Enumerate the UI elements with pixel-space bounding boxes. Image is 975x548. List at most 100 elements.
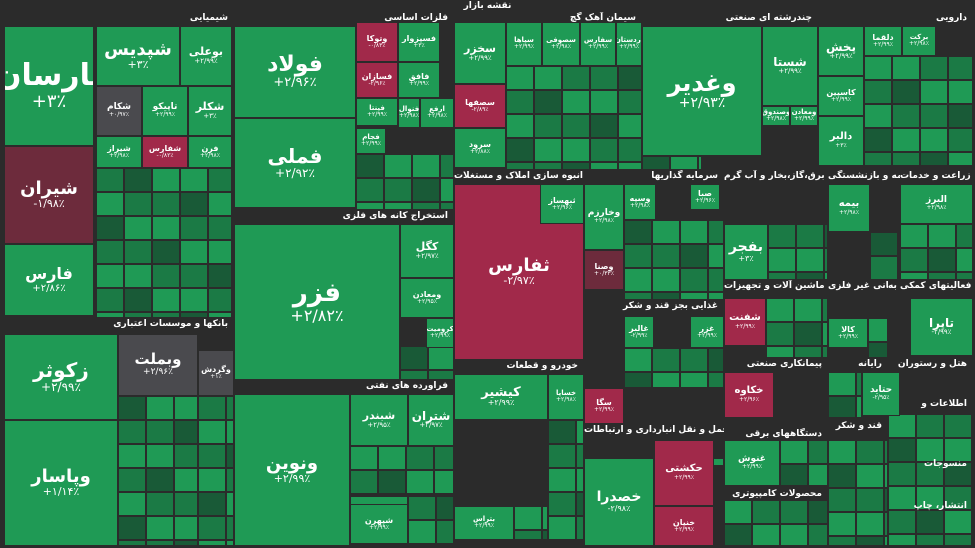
minor-stock-tile[interactable] xyxy=(174,492,198,516)
minor-stock-tile[interactable] xyxy=(384,202,412,210)
minor-stock-tile[interactable] xyxy=(180,312,208,318)
minor-stock-tile[interactable] xyxy=(400,370,428,380)
stock-tile[interactable]: خصدرا -۲/۹۸٪ xyxy=(584,458,654,546)
minor-stock-tile[interactable] xyxy=(198,540,226,546)
minor-stock-tile[interactable] xyxy=(828,512,856,536)
minor-stock-tile[interactable] xyxy=(434,470,454,494)
minor-stock-tile[interactable] xyxy=(152,240,180,264)
minor-stock-tile[interactable] xyxy=(412,178,440,202)
minor-stock-tile[interactable] xyxy=(972,462,974,486)
minor-stock-tile[interactable] xyxy=(972,414,974,438)
minor-stock-tile[interactable] xyxy=(884,488,888,512)
minor-stock-tile[interactable] xyxy=(884,464,888,488)
minor-stock-tile[interactable] xyxy=(198,516,226,540)
minor-stock-tile[interactable] xyxy=(624,292,652,300)
minor-stock-tile[interactable] xyxy=(96,168,124,192)
minor-stock-tile[interactable] xyxy=(118,420,146,444)
stock-tile[interactable]: اردستان +۲/۹۹٪ xyxy=(616,22,642,66)
minor-stock-tile[interactable] xyxy=(152,192,180,216)
stock-tile[interactable]: پخش +۲/۹۹٪ xyxy=(818,26,864,76)
minor-stock-tile[interactable] xyxy=(948,152,973,166)
stock-tile[interactable]: ومعادن +۲/۹۹٪ xyxy=(790,106,818,126)
minor-stock-tile[interactable] xyxy=(562,90,590,114)
minor-stock-tile[interactable] xyxy=(680,372,708,388)
minor-stock-tile[interactable] xyxy=(624,244,652,268)
minor-stock-tile[interactable] xyxy=(408,496,436,520)
minor-stock-tile[interactable] xyxy=(124,312,152,318)
minor-stock-tile[interactable] xyxy=(180,240,208,264)
minor-stock-tile[interactable] xyxy=(864,128,892,152)
minor-stock-tile[interactable] xyxy=(794,298,822,322)
minor-stock-tile[interactable] xyxy=(576,492,584,516)
minor-stock-tile[interactable] xyxy=(548,420,576,444)
minor-stock-tile[interactable] xyxy=(406,446,434,470)
minor-stock-tile[interactable] xyxy=(96,288,124,312)
minor-stock-tile[interactable] xyxy=(920,104,948,128)
minor-stock-tile[interactable] xyxy=(708,244,724,268)
minor-stock-tile[interactable] xyxy=(226,516,234,540)
minor-stock-tile[interactable] xyxy=(174,396,198,420)
minor-stock-tile[interactable] xyxy=(506,66,534,90)
stock-tile[interactable]: وصنا +۰/۳۳٪ xyxy=(584,250,624,290)
stock-tile[interactable]: دالبر +۳٪ xyxy=(818,116,864,166)
minor-stock-tile[interactable] xyxy=(892,56,920,80)
minor-stock-tile[interactable] xyxy=(794,346,822,358)
minor-stock-tile[interactable] xyxy=(590,66,618,90)
minor-stock-tile[interactable] xyxy=(146,420,174,444)
stock-tile[interactable]: وخارزم +۲/۹۸٪ xyxy=(584,184,624,250)
minor-stock-tile[interactable] xyxy=(618,66,642,90)
minor-stock-tile[interactable] xyxy=(822,322,828,346)
minor-stock-tile[interactable] xyxy=(590,90,618,114)
stock-tile[interactable]: خکاوه +۲/۹۶٪ xyxy=(724,372,774,418)
minor-stock-tile[interactable] xyxy=(356,202,384,210)
minor-stock-tile[interactable] xyxy=(436,520,454,544)
minor-stock-tile[interactable] xyxy=(174,420,198,444)
stock-tile[interactable]: وصندوق +۲/۹۸٪ xyxy=(762,106,790,126)
minor-stock-tile[interactable] xyxy=(916,534,944,546)
minor-stock-tile[interactable] xyxy=(892,152,920,166)
stock-tile[interactable]: شفارس -۰/۸۲٪ xyxy=(142,136,188,168)
minor-stock-tile[interactable] xyxy=(174,516,198,540)
stock-tile[interactable]: فنوال +۲/۹۸٪ xyxy=(398,98,420,128)
minor-stock-tile[interactable] xyxy=(152,168,180,192)
minor-stock-tile[interactable] xyxy=(780,440,808,464)
minor-stock-tile[interactable] xyxy=(562,162,590,170)
minor-stock-tile[interactable] xyxy=(928,224,956,248)
minor-stock-tile[interactable] xyxy=(808,500,828,524)
minor-stock-tile[interactable] xyxy=(180,216,208,240)
minor-stock-tile[interactable] xyxy=(198,420,226,444)
minor-stock-tile[interactable] xyxy=(824,224,828,248)
minor-stock-tile[interactable] xyxy=(208,264,232,288)
minor-stock-tile[interactable] xyxy=(180,264,208,288)
minor-stock-tile[interactable] xyxy=(562,114,590,138)
minor-stock-tile[interactable] xyxy=(796,272,824,280)
minor-stock-tile[interactable] xyxy=(870,256,898,280)
stock-tile[interactable]: خنیان +۲/۹۹٪ xyxy=(654,506,714,546)
minor-stock-tile[interactable] xyxy=(434,446,454,470)
minor-stock-tile[interactable] xyxy=(152,264,180,288)
minor-stock-tile[interactable] xyxy=(624,220,652,244)
minor-stock-tile[interactable] xyxy=(208,312,232,318)
minor-stock-tile[interactable] xyxy=(898,232,900,256)
stock-tile[interactable]: وپاسار +۱/۱۴٪ xyxy=(4,420,118,546)
minor-stock-tile[interactable] xyxy=(868,342,888,358)
minor-stock-tile[interactable] xyxy=(96,264,124,288)
minor-stock-tile[interactable] xyxy=(440,202,454,210)
minor-stock-tile[interactable] xyxy=(590,162,618,170)
stock-tile[interactable]: فملی +۲/۹۲٪ xyxy=(234,118,356,208)
stock-tile[interactable]: زکوثر +۲/۹۹٪ xyxy=(4,334,118,420)
minor-stock-tile[interactable] xyxy=(548,468,576,492)
minor-stock-tile[interactable] xyxy=(440,178,454,202)
minor-stock-tile[interactable] xyxy=(124,216,152,240)
minor-stock-tile[interactable] xyxy=(624,348,652,372)
stock-tile[interactable]: سصفها -۲/۸۹٪ xyxy=(454,84,506,128)
minor-stock-tile[interactable] xyxy=(534,114,562,138)
minor-stock-tile[interactable] xyxy=(780,464,808,486)
minor-stock-tile[interactable] xyxy=(768,272,796,280)
minor-stock-tile[interactable] xyxy=(428,346,454,370)
minor-stock-tile[interactable] xyxy=(226,492,234,516)
minor-stock-tile[interactable] xyxy=(152,312,180,318)
minor-stock-tile[interactable] xyxy=(892,104,920,128)
minor-stock-tile[interactable] xyxy=(652,244,680,268)
minor-stock-tile[interactable] xyxy=(928,248,956,272)
